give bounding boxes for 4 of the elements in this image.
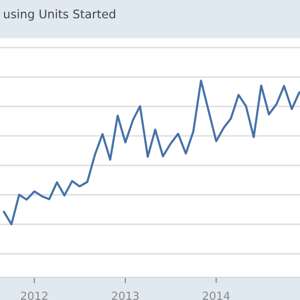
x-tick-label: 2012	[21, 292, 48, 300]
x-tick-label: 2014	[202, 292, 230, 300]
chart-title: using Units Started	[4, 9, 116, 21]
x-tick-label: 2013	[112, 292, 139, 300]
